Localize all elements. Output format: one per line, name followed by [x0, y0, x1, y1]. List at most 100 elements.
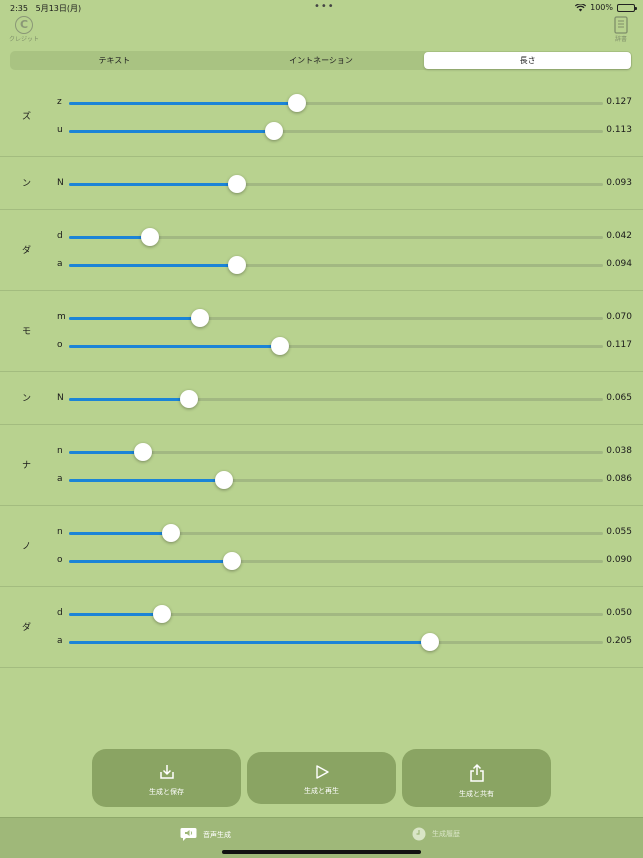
- tab-length[interactable]: 長さ: [424, 52, 632, 69]
- slider-thumb[interactable]: [153, 605, 172, 623]
- slider-thumb[interactable]: [141, 228, 160, 246]
- tab-voice-generation[interactable]: 音声生成: [180, 827, 231, 842]
- length-value: 0.117: [606, 340, 632, 350]
- length-slider[interactable]: [69, 345, 603, 348]
- slider-fill: [69, 479, 224, 482]
- slider-fill: [69, 183, 238, 186]
- slider-thumb[interactable]: [180, 390, 199, 408]
- phoneme-label: a: [57, 474, 63, 484]
- phoneme-label: a: [57, 259, 63, 269]
- phoneme-length-row: u 0.113: [0, 116, 643, 144]
- battery-percent: 100%: [590, 3, 613, 12]
- credit-label: クレジット: [8, 36, 39, 43]
- phoneme-length-row: n 0.055: [0, 518, 643, 546]
- phoneme-length-row: N 0.093: [0, 169, 643, 197]
- phoneme-group: ダ d 0.042 a 0.094: [0, 210, 643, 291]
- tab-history[interactable]: 生成履歴: [412, 827, 460, 841]
- phoneme-group: モ m 0.070 o 0.117: [0, 291, 643, 372]
- slider-fill: [69, 130, 274, 133]
- length-value: 0.094: [606, 259, 632, 269]
- length-slider[interactable]: [69, 264, 603, 267]
- slider-thumb[interactable]: [214, 471, 233, 489]
- slider-thumb[interactable]: [190, 309, 209, 327]
- phoneme-label: o: [57, 340, 63, 350]
- phoneme-length-row: a 0.086: [0, 465, 643, 493]
- generate-play-button[interactable]: 生成と再生: [247, 752, 396, 804]
- length-value: 0.050: [606, 608, 632, 618]
- tab-intonation[interactable]: イントネーション: [289, 56, 353, 65]
- slider-thumb[interactable]: [222, 552, 241, 570]
- length-slider[interactable]: [69, 398, 603, 401]
- phoneme-label: o: [57, 555, 63, 565]
- phoneme-length-row: n 0.038: [0, 437, 643, 465]
- dictionary-button[interactable]: 辞書: [607, 16, 635, 43]
- phoneme-label: d: [57, 231, 63, 241]
- multitasking-dots[interactable]: •••: [314, 1, 335, 12]
- generate-share-label: 生成と共有: [459, 790, 494, 798]
- slider-thumb[interactable]: [288, 94, 307, 112]
- phoneme-label: u: [57, 125, 63, 135]
- slider-thumb[interactable]: [228, 256, 247, 274]
- phoneme-label: n: [57, 527, 63, 537]
- length-slider[interactable]: [69, 236, 603, 239]
- mora-label: ン: [22, 394, 32, 404]
- slider-fill: [69, 264, 238, 267]
- generate-share-button[interactable]: 生成と共有: [402, 749, 551, 807]
- phoneme-length-row: N 0.065: [0, 384, 643, 412]
- length-value: 0.065: [606, 393, 632, 403]
- play-icon: [315, 765, 329, 779]
- length-value: 0.086: [606, 474, 632, 484]
- status-right: 100%: [575, 3, 637, 12]
- status-bar: 2:35 5月13日(月) ••• 100%: [0, 0, 643, 16]
- length-slider[interactable]: [69, 641, 603, 644]
- length-value: 0.093: [606, 178, 632, 188]
- mora-label: ナ: [22, 461, 32, 471]
- phoneme-group: ン N 0.065: [0, 372, 643, 425]
- speech-bubble-speaker-icon: [180, 828, 197, 841]
- mora-label: モ: [22, 327, 32, 337]
- length-value: 0.090: [606, 555, 632, 565]
- length-value: 0.070: [606, 312, 632, 322]
- length-slider[interactable]: [69, 183, 603, 186]
- slider-fill: [69, 560, 232, 563]
- download-icon: [159, 765, 174, 779]
- slider-thumb[interactable]: [271, 337, 290, 355]
- book-icon: [614, 16, 628, 34]
- phoneme-length-row: a 0.094: [0, 250, 643, 278]
- phoneme-length-row: d 0.050: [0, 599, 643, 627]
- tab-text[interactable]: テキスト: [98, 56, 131, 65]
- length-slider[interactable]: [69, 102, 603, 105]
- battery-icon: [617, 3, 637, 12]
- slider-fill: [69, 398, 190, 401]
- mora-label: ダ: [22, 623, 32, 633]
- slider-thumb[interactable]: [264, 122, 283, 140]
- length-slider[interactable]: [69, 479, 603, 482]
- length-slider[interactable]: [69, 451, 603, 454]
- length-slider[interactable]: [69, 317, 603, 320]
- mora-label: ダ: [22, 246, 32, 256]
- phoneme-label: a: [57, 636, 63, 646]
- slider-thumb[interactable]: [420, 633, 439, 651]
- dictionary-label: 辞書: [614, 36, 627, 43]
- phoneme-length-row: m 0.070: [0, 303, 643, 331]
- home-indicator: [222, 850, 421, 854]
- wifi-icon: [575, 3, 587, 11]
- mode-segmented-control: テキスト イントネーション 長さ: [10, 51, 632, 70]
- length-slider[interactable]: [69, 560, 603, 563]
- tab-voice-generation-label: 音声生成: [203, 830, 231, 839]
- length-slider[interactable]: [69, 613, 603, 616]
- length-slider[interactable]: [69, 130, 603, 133]
- mora-label: ノ: [22, 542, 32, 552]
- length-slider[interactable]: [69, 532, 603, 535]
- credit-button[interactable]: C クレジット: [4, 16, 44, 43]
- slider-thumb[interactable]: [134, 443, 153, 461]
- copyright-icon: C: [15, 16, 33, 34]
- clock-icon: [412, 827, 426, 841]
- slider-fill: [69, 102, 298, 105]
- phoneme-label: N: [57, 178, 64, 188]
- slider-thumb[interactable]: [161, 524, 180, 542]
- phoneme-length-row: a 0.205: [0, 627, 643, 655]
- slider-fill: [69, 345, 281, 348]
- slider-thumb[interactable]: [228, 175, 247, 193]
- generate-save-button[interactable]: 生成と保存: [92, 749, 241, 807]
